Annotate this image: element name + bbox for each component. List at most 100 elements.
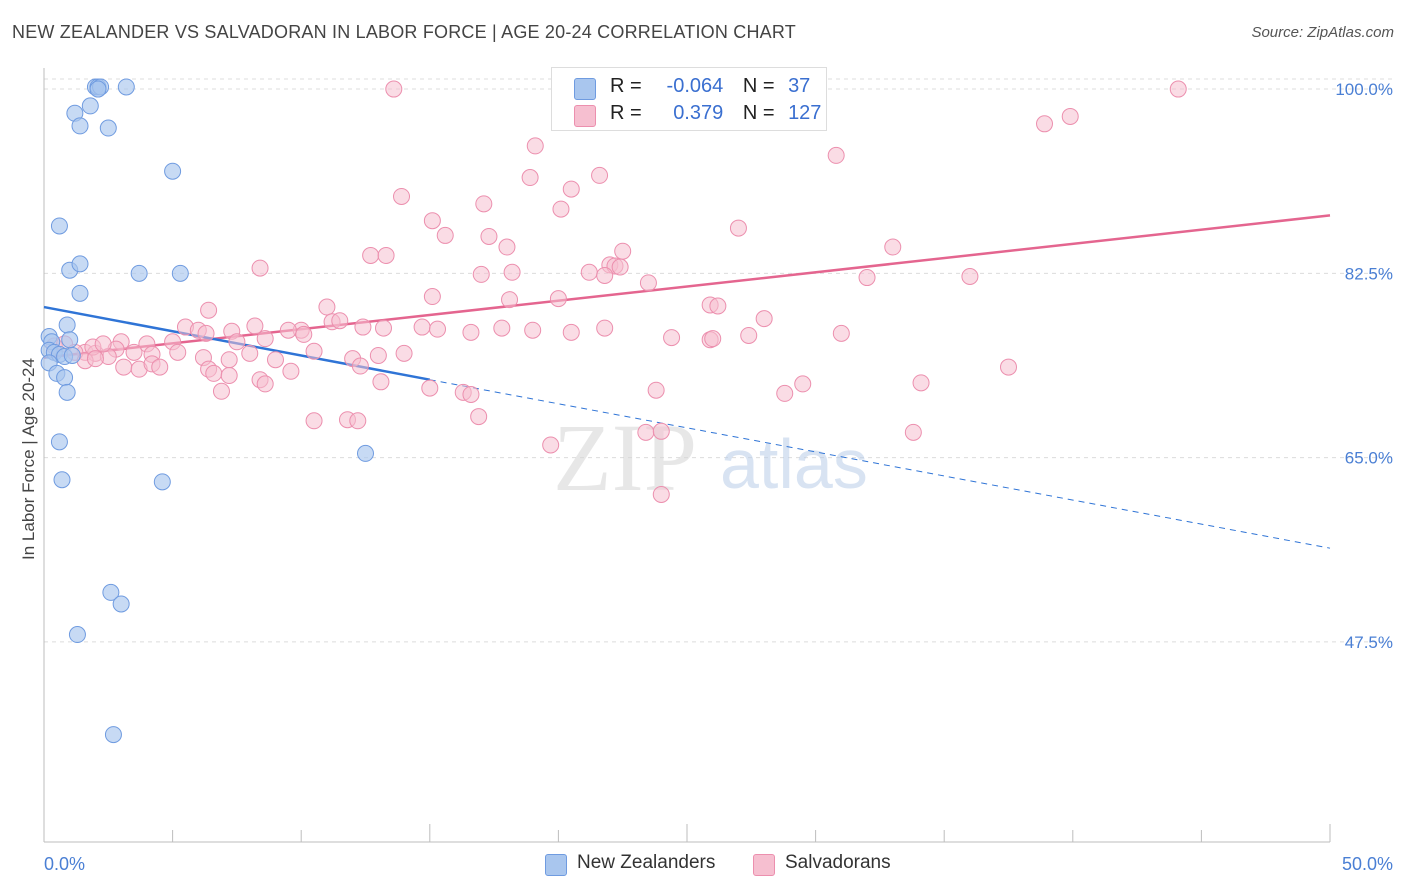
salvadoran-point: [858, 269, 876, 287]
salvadoran-point: [354, 318, 372, 336]
legend-swatch-blue: [545, 854, 567, 876]
legend-n-label: N =: [742, 75, 775, 97]
salvadoran-point: [740, 326, 758, 344]
salvadoran-point: [884, 238, 902, 256]
salvadoran-point: [1036, 115, 1054, 133]
new-zealander-point: [50, 433, 68, 451]
salvadoran-point: [423, 212, 441, 230]
salvadoran-point: [904, 423, 922, 441]
new-zealander-trend-extension: [429, 379, 1331, 549]
salvadoran-point: [372, 373, 390, 391]
legend-label-salvadorans: Salvadorans: [785, 852, 891, 873]
new-zealander-point: [117, 78, 135, 96]
new-zealander-point: [81, 97, 99, 115]
new-zealander-point: [153, 473, 171, 491]
salvadoran-point: [351, 357, 369, 375]
salvadoran-point: [395, 344, 413, 362]
salvadoran-point: [115, 358, 133, 376]
salvadoran-point: [375, 319, 393, 337]
salvadoran-point: [521, 169, 539, 187]
y-tick-label: 100.0%: [1335, 80, 1393, 99]
salvadoran-point: [200, 301, 218, 319]
salvadoran-point: [611, 258, 629, 276]
salvadoran-point: [794, 375, 812, 393]
salvadoran-point: [251, 259, 269, 277]
y-axis-label: In Labor Force | Age 20-24: [19, 358, 38, 560]
legend-swatch-pink: [574, 105, 596, 127]
salvadoran-point: [498, 238, 516, 256]
x-tick-label: 0.0%: [44, 854, 85, 874]
salvadoran-point: [331, 312, 349, 330]
salvadoran-point: [480, 227, 498, 245]
x-tick-label: 50.0%: [1342, 854, 1393, 874]
legend-swatch-blue: [574, 78, 596, 100]
new-zealander-point: [61, 331, 79, 349]
salvadoran-point: [552, 200, 570, 218]
salvadoran-point: [596, 266, 614, 284]
salvadoran-point: [1169, 80, 1187, 98]
salvadoran-point: [562, 180, 580, 198]
salvadoran-point: [647, 381, 665, 399]
salvadoran-point: [462, 385, 480, 403]
salvadoran-point: [596, 319, 614, 337]
salvadoran-point: [205, 364, 223, 382]
salvadoran-point: [704, 330, 722, 348]
new-zealander-point: [56, 369, 74, 387]
salvadoran-point: [580, 263, 598, 281]
salvadoran-point: [212, 382, 230, 400]
salvadoran-point: [241, 344, 259, 362]
y-tick-label: 47.5%: [1345, 633, 1393, 652]
legend-swatch-pink: [753, 854, 775, 876]
legend-n-label: N =: [742, 102, 775, 124]
salvadoran-point: [663, 329, 681, 347]
salvadoran-point: [362, 246, 380, 264]
data-points: [40, 78, 1187, 744]
salvadoran-point: [86, 350, 104, 368]
salvadoran-point: [501, 291, 519, 309]
legend-r-label: R =: [610, 75, 642, 97]
salvadoran-point: [423, 288, 441, 306]
salvadoran-point: [94, 335, 112, 353]
salvadoran-point: [562, 323, 580, 341]
salvadoran-point: [220, 366, 238, 384]
salvadoran-point: [282, 362, 300, 380]
salvadoran-point: [246, 317, 264, 335]
salvadoran-point: [832, 324, 850, 342]
legend-n-value: 37: [788, 75, 811, 97]
salvadoran-point: [421, 379, 439, 397]
salvadoran-point: [429, 320, 447, 338]
new-zealander-point: [102, 583, 120, 601]
salvadoran-point: [755, 310, 773, 328]
new-zealander-point: [104, 726, 122, 744]
stats-legend: R = -0.064 N = 37 R = 0.379 N = 127: [551, 67, 827, 131]
salvadoran-point: [470, 408, 488, 426]
new-zealander-point: [71, 284, 89, 302]
legend-r-label: R =: [610, 102, 642, 124]
salvadoran-point: [220, 351, 238, 369]
salvadoran-point: [436, 226, 454, 244]
salvadoran-point: [169, 343, 187, 361]
new-zealander-point: [58, 316, 76, 334]
axes: [43, 68, 1331, 843]
salvadoran-point: [475, 195, 493, 213]
salvadoran-point: [266, 351, 284, 369]
salvadoran-point: [462, 323, 480, 341]
salvadoran-point: [827, 146, 845, 164]
salvadoran-point: [305, 412, 323, 430]
new-zealander-point: [71, 255, 89, 273]
salvadoran-point: [1061, 107, 1079, 125]
chart-source: Source: ZipAtlas.com: [1251, 24, 1394, 41]
salvadoran-point: [295, 325, 313, 343]
salvadoran-point: [542, 436, 560, 454]
watermark: ZIP atlas: [553, 404, 868, 511]
new-zealander-point: [50, 217, 68, 235]
salvadoran-point: [776, 384, 794, 402]
salvadoran-point: [503, 263, 521, 281]
salvadoran-point: [279, 321, 297, 339]
salvadoran-point: [591, 166, 609, 184]
salvadoran-point: [912, 374, 930, 392]
salvadoran-point: [961, 268, 979, 286]
salvadoran-point: [393, 187, 411, 205]
watermark-atlas: atlas: [720, 425, 868, 503]
